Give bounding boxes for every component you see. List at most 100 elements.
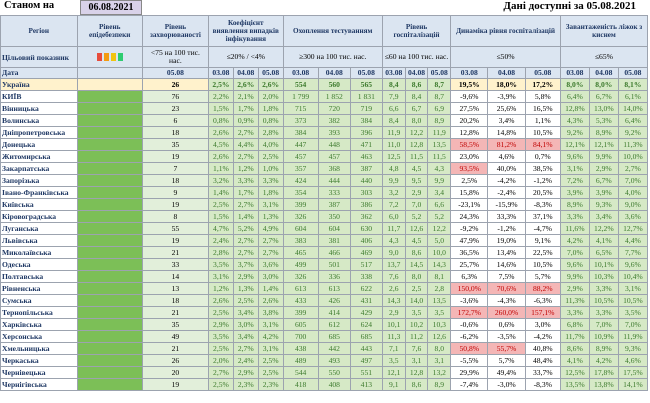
testing-value: 613 [282, 282, 319, 295]
dynamics-value: -4,2% [487, 174, 526, 187]
dynamics-value: 37,1% [524, 210, 561, 223]
oxygen-value: 3,1% [559, 162, 590, 175]
table-row: Сумська 18 2,6% 2,5% 2,6% 433 426 431 14,3 14,0 13… [0, 294, 649, 307]
level-indicator [76, 282, 143, 295]
date-cell: 05.08 [349, 67, 383, 79]
region-name: Луганська [0, 222, 78, 235]
detection-value: 0,8% [257, 114, 284, 127]
hosp-value: 2,8 [427, 282, 452, 295]
oxygen-value: 6,7% [588, 174, 619, 187]
detection-value: 3,0% [232, 318, 259, 331]
dynamics-value: -6,2% [450, 330, 489, 343]
level-indicator [76, 330, 143, 343]
hosp-value: 8,0 [404, 114, 429, 127]
testing-value: 442 [317, 342, 351, 355]
dynamics-value: 14,6% [487, 258, 526, 271]
detection-value: 2,7% [257, 234, 284, 247]
detection-value: 2,8% [208, 246, 234, 259]
hosp-value: 11,3 [381, 330, 406, 343]
oxygen-value: 6,8% [559, 318, 590, 331]
dynamics-value: 5,7% [524, 270, 561, 283]
hosp-value: 3,2 [381, 186, 406, 199]
incidence-value: 18 [141, 294, 210, 307]
table-row: Київська 19 2,5% 2,7% 3,1% 399 387 386 7,2 7,0 6,6… [0, 198, 649, 211]
oxygen-value: 6,7% [588, 90, 619, 103]
testing-value: 393 [317, 126, 351, 139]
detection-value: 2,4% [232, 354, 259, 367]
level-indicator [76, 318, 143, 331]
detection-value: 1,4% [232, 210, 259, 223]
testing-value: 471 [349, 138, 383, 151]
table-row: КИЇВ 76 2,2% 2,1% 2,0% 1 799 1 852 1 831 7,9 8,4 8… [0, 90, 649, 103]
hosp-value: 4,5 [404, 234, 429, 247]
level-indicator [76, 138, 143, 151]
testing-value: 612 [317, 318, 351, 331]
testing-value: 489 [282, 354, 319, 367]
hosp-value: 8,4 [381, 114, 406, 127]
oxygen-value: 9,6% [559, 150, 590, 163]
oxygen-value: 11,9% [617, 330, 649, 343]
oxygen-value: 6,4% [617, 114, 649, 127]
dynamics-value: 33,7% [524, 366, 561, 379]
hosp-value: 8,7 [427, 90, 452, 103]
hosp-value: 8,1 [427, 270, 452, 283]
oxygen-value: 14,0% [617, 102, 649, 115]
detection-value: 1,4% [208, 186, 234, 199]
dynamics-value: 18,0% [487, 78, 526, 91]
detection-value: 2,8% [257, 126, 284, 139]
detection-value: 2,7% [232, 234, 259, 247]
table-row: Херсонська 49 3,5% 3,4% 4,2% 700 685 685 11,3 11,… [0, 330, 649, 343]
detection-value: 3,1% [257, 198, 284, 211]
hosp-value: 5,2 [427, 210, 452, 223]
detection-value: 2,5% [232, 294, 259, 307]
table-row: Миколаївська 21 2,8% 2,7% 2,7% 465 466 469 9,0 8,… [0, 246, 649, 259]
hosp-value: 11,7 [381, 222, 406, 235]
detection-value: 3,3% [257, 174, 284, 187]
date-cell: 03.08 [208, 67, 234, 79]
dynamics-value: 48,4% [524, 354, 561, 367]
testing-value: 624 [349, 318, 383, 331]
hosp-value: 8,9 [427, 378, 452, 391]
dynamics-value: 5,7% [487, 354, 526, 367]
hosp-value: 9,9 [381, 174, 406, 187]
hosp-value: 12,1 [381, 366, 406, 379]
incidence-value: 19 [141, 198, 210, 211]
detection-value: 3,5% [208, 330, 234, 343]
dynamics-value: 93,5% [450, 162, 489, 175]
hosp-value: 2,9 [381, 306, 406, 319]
region-name: Чернівецька [0, 366, 78, 379]
oxygen-value: 2,9% [588, 162, 619, 175]
dynamics-value: 49,4% [487, 366, 526, 379]
region-name: Закарпатська [0, 162, 78, 175]
date-cell: 03.08 [381, 67, 406, 79]
oxygen-value: 4,1% [559, 354, 590, 367]
hosp-value: 14,5 [404, 258, 429, 271]
level-indicator [76, 270, 143, 283]
dynamics-value: 55,7% [487, 342, 526, 355]
detection-value: 1,5% [208, 102, 234, 115]
dynamics-value: 3,4% [487, 114, 526, 127]
hosp-value: 6,6 [381, 102, 406, 115]
testing-value: 501 [317, 258, 351, 271]
detection-value: 3,1% [257, 342, 284, 355]
detection-value: 1,5% [208, 210, 234, 223]
dynamics-value: 27,5% [450, 102, 489, 115]
detection-value: 2,5% [208, 198, 234, 211]
oxygen-value: 8,6% [559, 342, 590, 355]
hosp-value: 6,6 [427, 198, 452, 211]
testing-value: 326 [282, 270, 319, 283]
region-name: Запорізька [0, 174, 78, 187]
detection-value: 1,7% [232, 102, 259, 115]
hosp-value: 3,5 [404, 306, 429, 319]
hosp-value: 8,6 [404, 78, 429, 91]
table-row: Івано-Франківська 9 1,4% 1,7% 1,8% 354 333 303 3… [0, 186, 649, 199]
incidence-value: 21 [141, 246, 210, 259]
level-indicator [76, 222, 143, 235]
dynamics-value: -4,7% [524, 222, 561, 235]
detection-value: 5,2% [232, 222, 259, 235]
oxygen-value: 9,9% [559, 270, 590, 283]
dynamics-value: 47,9% [450, 234, 489, 247]
detection-value: 2,9% [208, 318, 234, 331]
level-indicator [76, 150, 143, 163]
detection-value: 3,0% [257, 270, 284, 283]
